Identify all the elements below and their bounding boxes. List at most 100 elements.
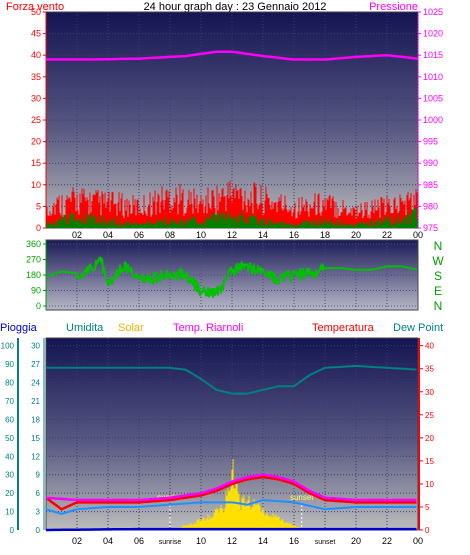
wind-x-tick-label: 18 — [320, 230, 330, 240]
wind-x-tick-label: 14 — [258, 230, 268, 240]
wind-tick-label: 25 — [31, 115, 41, 125]
wind-x-tick-label: 12 — [227, 230, 237, 240]
wind-x-tick-label: 08 — [165, 230, 175, 240]
temp-x-tick-label: 22 — [382, 536, 392, 546]
humidity-line — [46, 365, 417, 395]
humidity-tick-label: 90 — [5, 360, 14, 369]
legend-dew-point: Dew Point — [393, 322, 443, 334]
temp-x-tick-label: 12 — [227, 536, 237, 546]
temp-riarnoli-line — [45, 473, 417, 502]
humidity-tick-label: 20 — [5, 489, 14, 498]
rain-line — [46, 527, 417, 532]
dewpoint-scale-tick-label: 18 — [31, 415, 40, 424]
wind-x-tick-label: 02 — [72, 230, 82, 240]
temperature-tick-label: 30 — [425, 388, 434, 397]
humidity-tick-label: 0 — [10, 526, 15, 535]
wind-tick-label: 35 — [31, 72, 41, 82]
wind-tick-label: 40 — [31, 50, 41, 60]
pressure-tick-label: 985 — [423, 180, 438, 190]
humidity-tick-label: 80 — [5, 379, 14, 388]
pressure-tick-label: 1000 — [423, 115, 443, 125]
legend-humidity: Umidita — [66, 322, 104, 334]
pressure-tick-label: 975 — [423, 223, 438, 233]
humidity-tick-label: 70 — [5, 397, 14, 406]
legend-temp-riarnoli: Temp. Riarnoli — [173, 322, 243, 334]
temp-x-tick-label: 20 — [351, 536, 361, 546]
humidity-tick-label: 10 — [5, 508, 14, 517]
wind-tick-label: 30 — [31, 93, 41, 103]
direction-tick-label: 360 — [26, 239, 41, 249]
legend-solar: Solar — [118, 322, 144, 334]
temperature-tick-label: 10 — [425, 480, 434, 489]
wind-x-tick-label: 20 — [351, 230, 361, 240]
dewpoint-scale-tick-label: 30 — [31, 342, 40, 351]
wind-tick-label: 50 — [31, 7, 41, 17]
temp-x-tick-label: 00 — [413, 536, 423, 546]
temp-x-tick-label: 16 — [289, 536, 299, 546]
dewpoint-scale-tick-label: 6 — [36, 489, 41, 498]
wind-axis-title: Forza vento — [6, 1, 64, 13]
compass-label: N — [434, 299, 443, 313]
wind-tick-label: 10 — [31, 180, 41, 190]
compass-label: N — [434, 239, 443, 253]
wind-x-tick-label: 10 — [196, 230, 206, 240]
wind-tick-label: 5 — [36, 201, 41, 211]
wind-tick-label: 45 — [31, 29, 41, 39]
direction-tick-label: 180 — [26, 270, 41, 280]
wind-x-tick-label: 22 — [382, 230, 392, 240]
temp-x-tick-label: 10 — [196, 536, 206, 546]
humidity-tick-label: 40 — [5, 452, 14, 461]
legend-rain: Pioggia — [0, 322, 38, 334]
humidity-tick-label: 100 — [1, 342, 15, 351]
pressure-tick-label: 1010 — [423, 72, 443, 82]
pressure-axis-title: Pressione — [369, 1, 418, 13]
pressure-tick-label: 980 — [423, 201, 438, 211]
wind-x-tick-label: 06 — [134, 230, 144, 240]
wind-tick-label: 20 — [31, 137, 41, 147]
dewpoint-scale-tick-label: 3 — [36, 508, 41, 517]
humidity-tick-label: 50 — [5, 434, 14, 443]
chart-title: 24 hour graph day : 23 Gennaio 2012 — [144, 1, 327, 13]
sunset-label: sunset — [290, 493, 314, 502]
temperature-line — [45, 475, 417, 511]
temperature-tick-label: 20 — [425, 434, 434, 443]
pressure-tick-label: 1025 — [423, 7, 443, 17]
wind-tick-label: 15 — [31, 158, 41, 168]
temperature-tick-label: 35 — [425, 365, 434, 374]
compass-label: E — [434, 284, 442, 298]
temp-x-tick-label: 14 — [258, 536, 268, 546]
dewpoint-scale-tick-label: 9 — [36, 471, 41, 480]
compass-label: S — [434, 269, 442, 283]
humidity-tick-label: 60 — [5, 415, 14, 424]
pressure-tick-label: 1015 — [423, 50, 443, 60]
temperature-tick-label: 0 — [425, 526, 430, 535]
wind-x-tick-label: 16 — [289, 230, 299, 240]
direction-tick-label: 0 — [36, 301, 41, 311]
temperature-tick-label: 5 — [425, 503, 430, 512]
pressure-tick-label: 995 — [423, 137, 438, 147]
pressure-tick-label: 990 — [423, 158, 438, 168]
direction-tick-label: 270 — [26, 255, 41, 265]
dewpoint-scale-tick-label: 0 — [36, 526, 41, 535]
temp-x-tick-label: 02 — [72, 536, 82, 546]
dewpoint-scale-tick-label: 21 — [31, 397, 40, 406]
dewpoint-scale-tick-label: 24 — [31, 379, 40, 388]
legend-temperature: Temperatura — [312, 322, 375, 334]
compass-label: W — [432, 254, 444, 268]
dewpoint-scale-tick-label: 27 — [31, 360, 40, 369]
temperature-tick-label: 25 — [425, 411, 434, 420]
humidity-tick-label: 30 — [5, 471, 14, 480]
dewpoint-scale-tick-label: 15 — [31, 434, 40, 443]
dewpoint-scale-tick-label: 12 — [31, 452, 40, 461]
direction-line — [46, 256, 418, 298]
pressure-line — [46, 50, 419, 61]
temperature-tick-label: 40 — [425, 342, 434, 351]
wind-tick-label: 0 — [36, 223, 41, 233]
pressure-tick-label: 1005 — [423, 93, 443, 103]
temp-x-tick-label: sunset — [315, 539, 336, 546]
dewpoint-line — [45, 498, 417, 515]
wind-x-tick-label: 04 — [103, 230, 113, 240]
pressure-tick-label: 1020 — [423, 29, 443, 39]
temp-x-tick-label: 06 — [134, 536, 144, 546]
